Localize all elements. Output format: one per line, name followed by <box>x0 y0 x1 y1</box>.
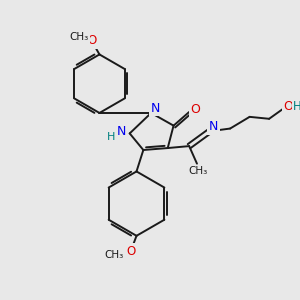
Text: H: H <box>293 100 300 112</box>
Text: CH₃: CH₃ <box>188 167 208 176</box>
Text: CH₃: CH₃ <box>69 32 88 42</box>
Text: N: N <box>150 102 160 115</box>
Text: H: H <box>107 132 115 142</box>
Text: O: O <box>190 103 200 116</box>
Text: O: O <box>284 100 294 112</box>
Text: N: N <box>209 120 218 133</box>
Text: O: O <box>87 34 96 47</box>
Text: N: N <box>117 125 127 138</box>
Text: CH₃: CH₃ <box>104 250 124 260</box>
Text: O: O <box>126 245 135 258</box>
